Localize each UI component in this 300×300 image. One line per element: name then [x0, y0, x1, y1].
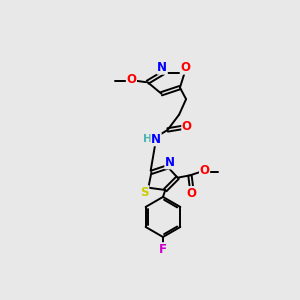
- Text: O: O: [187, 187, 196, 200]
- Text: O: O: [182, 120, 192, 134]
- Text: O: O: [200, 164, 210, 177]
- Text: S: S: [140, 186, 149, 199]
- Text: F: F: [159, 243, 167, 256]
- Text: N: N: [151, 133, 161, 146]
- Text: O: O: [180, 61, 190, 74]
- Text: O: O: [126, 74, 136, 86]
- Text: H: H: [143, 134, 152, 144]
- Text: N: N: [165, 156, 175, 169]
- Text: N: N: [157, 61, 167, 74]
